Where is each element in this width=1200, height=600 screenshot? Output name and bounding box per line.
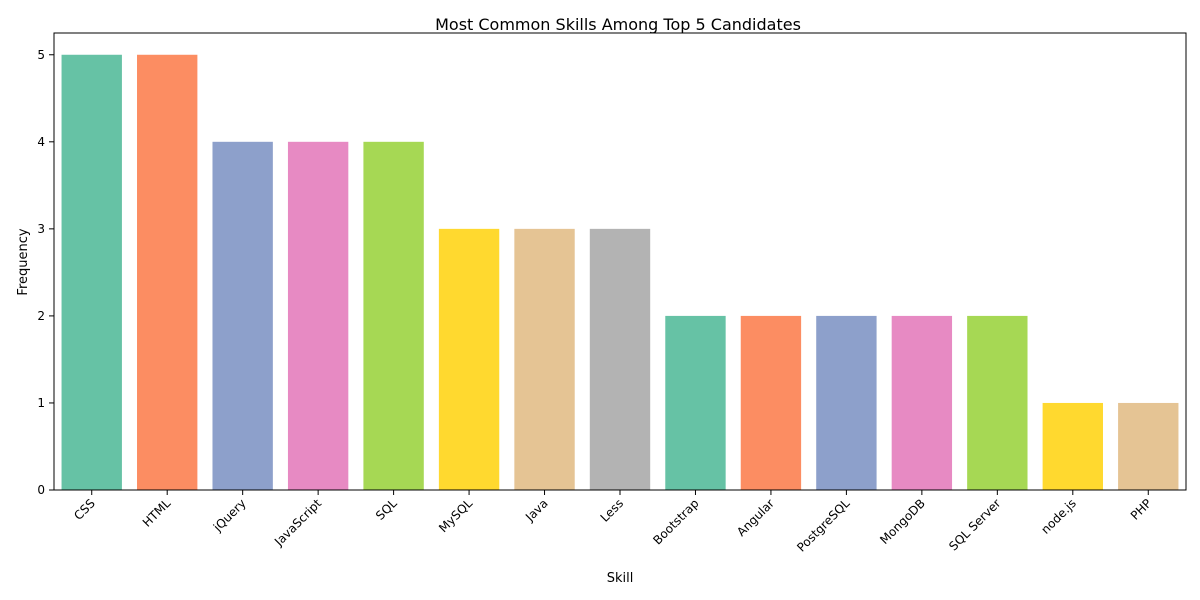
bar-html — [137, 54, 198, 491]
bar-bootstrap — [665, 315, 726, 490]
x-tick-label: Less — [598, 496, 627, 525]
x-tick-label: Angular — [734, 496, 777, 539]
y-tick-label: 5 — [37, 48, 45, 62]
x-tick-label: PostgreSQL — [794, 496, 853, 555]
x-axis-ticks: CSS HTML jQuery JavaScript SQL MySQL Java Less B… — [71, 490, 1154, 555]
chart-title: Most Common Skills Among Top 5 Candidate… — [435, 15, 801, 34]
x-tick-label: PHP — [1128, 496, 1155, 523]
y-tick-label: 2 — [37, 309, 45, 323]
bars-group — [61, 54, 1179, 491]
x-tick-label: CSS — [71, 496, 98, 523]
bar-jquery — [212, 141, 273, 491]
y-axis-ticks: 0 1 2 3 4 5 — [37, 48, 54, 497]
bar-mysql — [438, 228, 500, 490]
y-tick-label: 4 — [37, 135, 45, 149]
bar-postgresql — [816, 315, 877, 490]
bar-angular — [740, 315, 802, 490]
y-axis-label: Frequency — [16, 228, 31, 295]
bar-node-js — [1042, 402, 1103, 490]
y-tick-label: 3 — [37, 222, 45, 236]
bar-less — [589, 228, 651, 490]
bar-php — [1118, 402, 1179, 490]
bar-css — [61, 54, 122, 491]
x-tick-label: node.js — [1038, 496, 1079, 537]
y-tick-label: 1 — [37, 396, 45, 410]
x-tick-label: Java — [522, 496, 551, 525]
x-tick-label: SQL — [373, 496, 400, 523]
bar-java — [514, 228, 575, 490]
bar-sql — [363, 141, 424, 491]
bar-javascript — [287, 141, 349, 491]
plot-frame — [53, 32, 1187, 491]
x-tick-label: MySQL — [436, 496, 475, 535]
x-tick-label: HTML — [140, 496, 174, 530]
x-tick-label: JavaScript — [271, 496, 324, 549]
bar-sql-server — [967, 315, 1028, 490]
y-tick-label: 0 — [37, 483, 45, 497]
x-tick-label: MongoDB — [877, 496, 928, 547]
x-tick-label: SQL Server — [946, 496, 1003, 553]
x-axis-label: Skill — [607, 571, 634, 586]
x-tick-label: jQuery — [210, 496, 249, 535]
x-tick-label: Bootstrap — [650, 496, 701, 547]
bar-mongodb — [891, 315, 953, 490]
